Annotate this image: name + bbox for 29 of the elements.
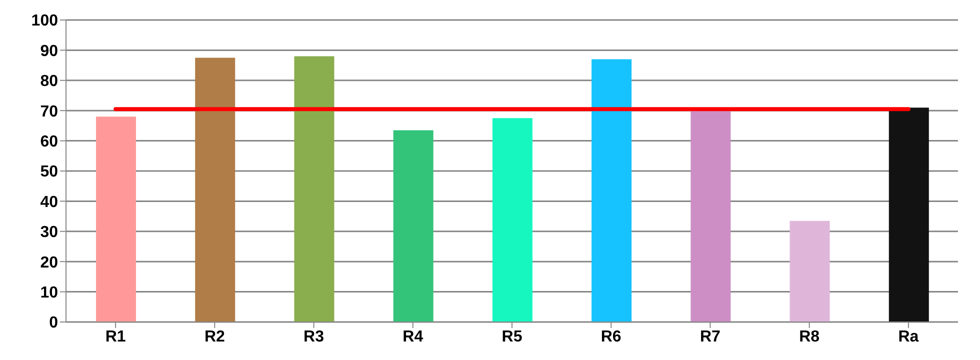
bar (393, 130, 434, 322)
x-tick-label: R2 (204, 328, 225, 346)
x-tick-label: R8 (799, 328, 820, 346)
y-tick-label: 40 (40, 194, 58, 211)
x-tick-label: R4 (402, 328, 424, 346)
y-tick-label: 30 (40, 224, 58, 242)
y-tick-label: 20 (40, 254, 58, 272)
bar (492, 118, 532, 322)
x-tick-label: R5 (502, 328, 522, 346)
bar (96, 116, 136, 322)
x-tick-label: Ra (898, 328, 919, 346)
bar (294, 56, 334, 322)
bar (592, 59, 632, 322)
bar (690, 109, 731, 322)
x-tick-label: R1 (105, 328, 126, 346)
y-tick-label: 100 (31, 12, 58, 30)
y-tick-label: 10 (40, 284, 58, 302)
y-tick-label: 70 (40, 103, 58, 120)
bar (790, 220, 830, 322)
bar (195, 58, 236, 322)
y-tick-label: 0 (49, 314, 58, 332)
y-tick-label: 90 (40, 42, 58, 60)
x-tick-label: R7 (700, 328, 721, 346)
y-tick-label: 60 (40, 133, 58, 150)
y-tick-label: 80 (40, 73, 58, 90)
x-tick-label: R3 (304, 328, 324, 346)
bar (888, 108, 929, 322)
y-tick-label: 50 (40, 164, 58, 181)
x-tick-label: R6 (600, 328, 622, 346)
